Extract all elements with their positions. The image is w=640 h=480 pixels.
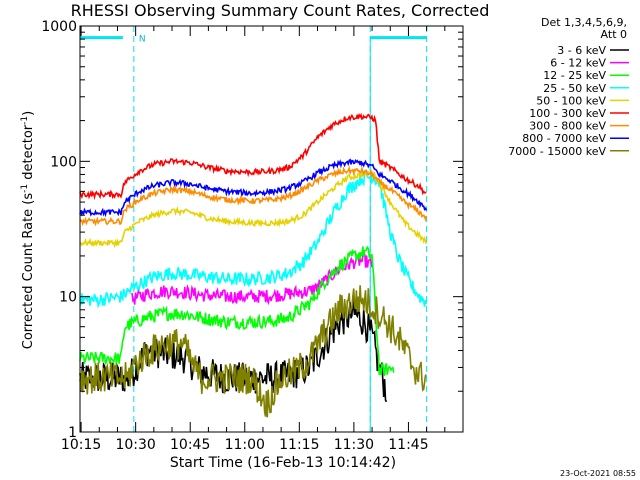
series-line-2 — [79, 245, 395, 376]
legend-header-line1: Det 1,3,4,5,6,9, — [541, 16, 627, 29]
y-axis-label: Corrected Count Rate (s-1 detector-1) — [20, 111, 36, 349]
legend-label-0: 3 - 6 keV — [557, 44, 606, 57]
y-tick-label-3: 1000 — [41, 19, 77, 35]
legend-header-line2: Att 0 — [601, 28, 627, 41]
legend-label-4: 50 - 100 keV — [536, 94, 606, 107]
legend-label-5: 100 - 300 keV — [529, 107, 606, 120]
legend-label-6: 300 - 800 keV — [529, 120, 606, 133]
x-tick-label-1: 10:30 — [115, 437, 155, 453]
y-axis-label-sup2: -1 — [20, 116, 30, 125]
x-tick-label-6: 11:45 — [388, 437, 428, 453]
y-axis-label-sup1: -1 — [20, 184, 30, 193]
axes: 10:15 10:30 10:45 11:00 11:15 11:30 11:45 1 10 10… — [41, 19, 464, 453]
legend-label-7: 800 - 7000 keV — [522, 132, 606, 145]
x-tick-label-2: 10:45 — [170, 437, 210, 453]
series-line-3 — [79, 169, 428, 309]
series-line-6 — [79, 165, 428, 227]
legend-label-8: 7000 - 15000 keV — [508, 145, 606, 158]
legend-label-2: 12 - 25 keV — [543, 69, 606, 82]
legend-label-1: 6 - 12 keV — [550, 57, 606, 70]
plot-frame — [79, 25, 464, 433]
plot-layer: N — [79, 26, 428, 432]
footer-date: 23-Oct-2021 08:55 — [560, 469, 636, 478]
y-tick-label-2: 100 — [50, 154, 77, 170]
y-tick-label-1: 10 — [59, 290, 77, 306]
series-line-7 — [79, 158, 428, 218]
series-line-5 — [79, 112, 427, 201]
legend-label-3: 25 - 50 keV — [543, 82, 606, 95]
y-axis-label-mid: detector — [21, 124, 36, 184]
svg-text:Corrected Count Rate (s-1 dete: Corrected Count Rate (s-1 detector-1) — [20, 111, 36, 349]
x-axis-label: Start Time (16-Feb-13 10:14:42) — [170, 455, 396, 471]
series-line-1 — [131, 253, 373, 306]
series-line-8 — [79, 285, 427, 418]
night-marker-label: N — [139, 35, 146, 45]
y-axis-label-end: ) — [21, 111, 36, 116]
y-axis-label-main: Corrected Count Rate (s — [21, 193, 36, 350]
x-tick-label-3: 11:00 — [225, 437, 265, 453]
x-tick-label-0: 10:15 — [61, 437, 101, 453]
y-tick-label-0: 1 — [68, 425, 77, 441]
x-tick-label-5: 11:30 — [334, 437, 374, 453]
x-tick-label-4: 11:15 — [279, 437, 319, 453]
chart-title: RHESSI Observing Summary Count Rates, Co… — [71, 1, 490, 20]
